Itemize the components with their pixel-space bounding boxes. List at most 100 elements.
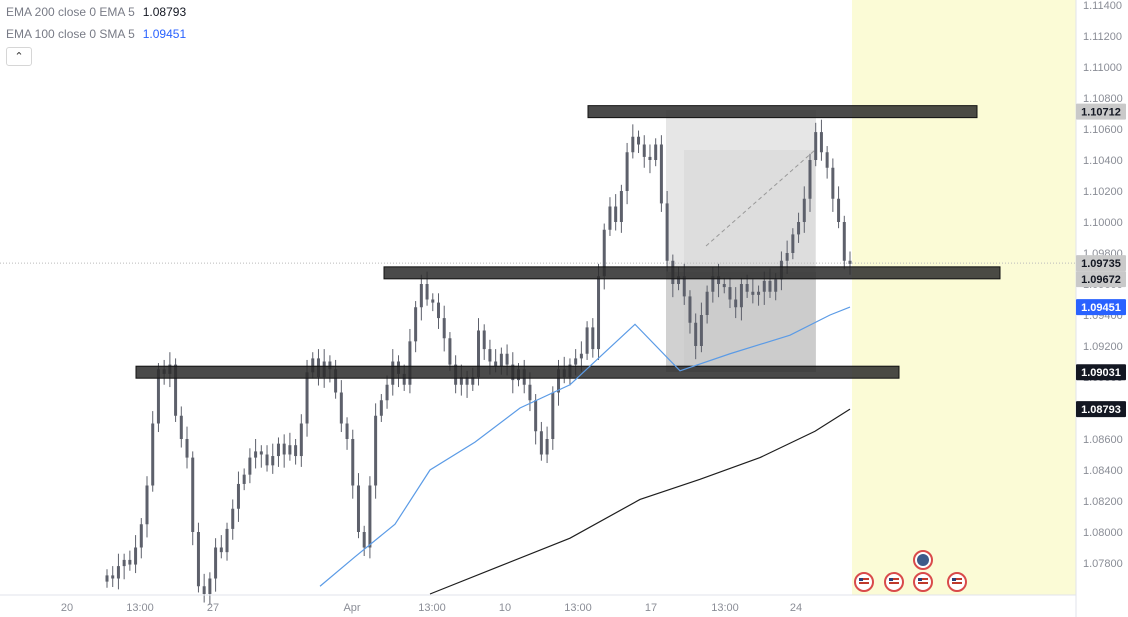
us-flag-icon[interactable] [884,572,904,592]
collapse-legend-button[interactable]: ⌃ [6,47,32,66]
price-tick-label: 1.10400 [1083,155,1123,167]
candle [294,439,298,465]
us-flag-icon[interactable] [913,572,933,592]
time-tick-label: 10 [499,602,511,614]
price-tick-label: 1.10000 [1083,217,1123,229]
candle-body [774,279,778,292]
candle [139,518,143,559]
legend-ema100-value: 1.09451 [142,27,187,41]
candle [642,135,646,168]
globe-icon[interactable] [913,550,933,570]
candle-body [848,260,852,264]
ema100-line [319,306,851,587]
candle-body [356,485,360,532]
price-tick-label: 1.09200 [1083,341,1123,353]
candle [757,285,761,306]
candle-body [465,377,469,385]
candle-body [191,457,195,532]
price-label: 1.10712 [1076,103,1126,120]
candle [288,432,292,461]
candle-body [408,341,412,385]
legend-ema200[interactable]: EMA 200 close 0 EMA 5 1.08793 [6,5,186,19]
candle-body [471,377,475,385]
price-tick-label: 1.07800 [1083,558,1123,570]
price-label-bg [1076,401,1126,418]
candle [842,215,846,270]
price-label-text: 1.10712 [1081,107,1121,119]
time-tick-label: 17 [645,602,657,614]
candle-body [436,302,440,319]
flag-canton [918,578,922,581]
ema200-line [429,408,851,595]
candle [688,290,692,334]
candle [242,468,246,491]
zone-band [587,105,978,119]
candle-body [431,299,435,303]
candle [831,158,835,212]
candle-body [722,284,726,288]
candle [345,417,349,450]
candle [282,434,286,468]
candle-body [654,144,658,160]
candle-body [276,443,280,457]
time-axis[interactable]: 20 13:00 27 Apr 13:00 10 13:00 17 13:00 24 [61,602,802,614]
price-label-bg [1076,255,1126,272]
candle-body [477,330,480,377]
flag-stripe [889,582,899,584]
candle-body [768,280,772,292]
candle [385,375,389,409]
us-flag-icon[interactable] [854,572,874,592]
candle-body [379,400,383,416]
candle-body [614,206,618,222]
candle-body [808,160,812,199]
candle-body [831,167,835,199]
price-tick-label: 1.08600 [1083,434,1123,446]
candle-body [637,136,641,145]
flag-canton [952,578,956,581]
candle-body [145,485,149,525]
candle-body [665,203,669,261]
price-tick-label: 1.11000 [1083,62,1122,74]
candle-body [271,456,275,466]
flag-stripe [952,578,962,580]
candle-body [802,198,806,222]
candle-body [739,284,743,308]
candle-body [122,559,126,567]
candle [351,429,355,499]
candle-body [368,485,372,548]
candle [597,263,601,360]
candle-body [248,457,252,475]
candle-body [459,377,463,385]
candle-body [751,291,755,295]
candle [619,184,623,233]
price-label: 1.09451 [1076,299,1126,316]
candle [551,386,555,450]
legend-ema100[interactable]: EMA 100 close 0 SMA 5 1.09451 [6,27,186,41]
candle [814,122,818,167]
price-label-bg [1076,271,1126,288]
candle-body [705,291,709,315]
event-icons[interactable] [854,550,967,592]
candle-body [116,566,120,579]
candle [825,146,829,179]
price-tick-label: 1.08200 [1083,496,1123,508]
candle [214,538,218,592]
flag-stripe [889,578,899,580]
us-flag-icon[interactable] [947,572,967,592]
candle-body [505,353,509,365]
candle-body [179,415,183,439]
price-label-bg [1076,299,1126,316]
price-tick-label: 1.08000 [1083,527,1123,539]
candle [105,569,109,588]
candle [602,223,606,290]
time-tick-label: 13:00 [418,602,446,614]
candle-body [208,578,212,594]
candle [196,522,200,593]
candle-body [642,144,646,157]
flag-stripe [859,578,869,580]
candle-body [659,144,663,204]
flag-stripe [918,582,928,584]
candle-body [551,392,555,439]
candle-body [585,327,589,354]
